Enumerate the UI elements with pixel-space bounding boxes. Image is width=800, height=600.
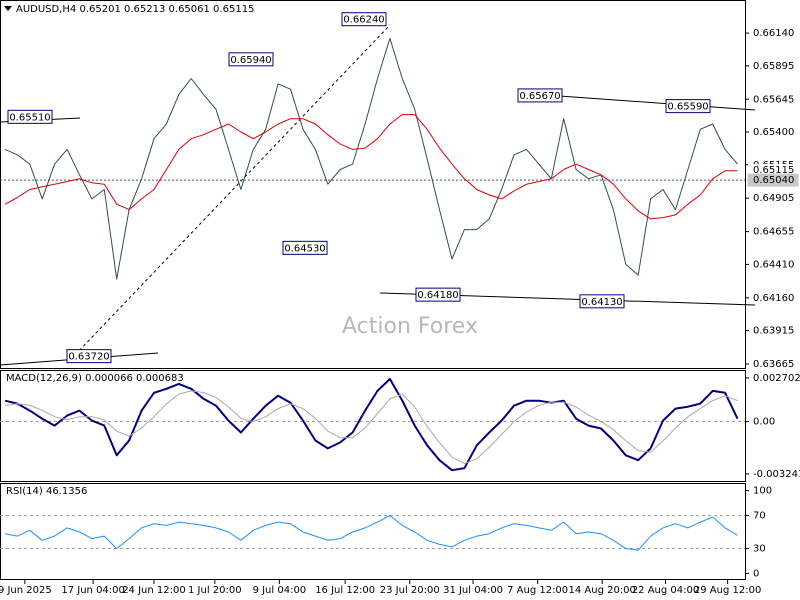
y-tick-label: 0.65400 xyxy=(753,127,794,138)
x-tick-label: 16 Jul 12:00 xyxy=(315,585,375,596)
x-tick-label: 14 Aug 20:00 xyxy=(568,585,635,596)
y-tick-label: 0.63665 xyxy=(753,359,794,370)
annotation-label: 0.65670 xyxy=(519,91,560,102)
annotation-label: 0.63720 xyxy=(68,352,109,363)
y-tick-label: 30 xyxy=(753,544,766,555)
y-tick-label: 0.65645 xyxy=(753,94,794,105)
y-tick-label: -0.003241 xyxy=(753,469,800,480)
x-tick-label: 9 Jul 04:00 xyxy=(253,585,307,596)
x-tick-label: 9 Jun 2025 xyxy=(0,585,52,596)
y-tick-label: 0.64905 xyxy=(753,193,794,204)
x-tick-label: 31 Jul 04:00 xyxy=(443,585,503,596)
annotation-box xyxy=(228,52,274,67)
macd-title: MACD(12,26,9) 0.000066 0.000683 xyxy=(6,373,184,384)
series-line xyxy=(4,114,738,220)
series-line xyxy=(4,514,738,551)
y-tick-label: 0.66140 xyxy=(753,28,794,39)
annotation-label: 0.65510 xyxy=(9,112,50,123)
price-marker-label: 0.65115 xyxy=(753,165,794,176)
annotation-label: 0.64180 xyxy=(417,290,458,301)
watermark: Action Forex xyxy=(342,314,478,339)
y-tick-label: 0.64655 xyxy=(753,227,794,238)
y-tick-label: 0.00 xyxy=(753,417,775,428)
price-marker-label: 0.65040 xyxy=(753,175,794,186)
trend-line xyxy=(74,24,391,356)
y-tick-label: 0.63915 xyxy=(753,326,794,337)
annotation-label: 0.66240 xyxy=(343,15,384,26)
annotation-box xyxy=(415,287,461,302)
x-tick-label: 23 Jul 20:00 xyxy=(380,585,440,596)
x-tick-label: 22 Aug 04:00 xyxy=(632,585,699,596)
series-line xyxy=(4,37,738,280)
annotation-box xyxy=(579,294,625,309)
annotation-box xyxy=(7,109,53,124)
y-tick-label: 0.002702 xyxy=(753,373,800,384)
x-tick-label: 17 Jun 04:00 xyxy=(61,585,125,596)
price-panel xyxy=(0,0,746,369)
y-tick-label: 70 xyxy=(753,510,766,521)
y-tick-label: 100 xyxy=(753,486,772,497)
annotation-label: 0.64530 xyxy=(284,243,325,254)
annotation-label: 0.64130 xyxy=(581,297,622,308)
annotation-box xyxy=(517,88,563,103)
price-marker-box xyxy=(748,164,798,177)
rsi-title: RSI(14) 46.1356 xyxy=(6,486,87,497)
rsi-panel xyxy=(0,483,746,580)
annotation-box xyxy=(341,12,387,27)
panel-frames xyxy=(0,0,746,580)
x-tick-label: 7 Aug 12:00 xyxy=(507,585,568,596)
price-marker-box xyxy=(747,173,799,187)
y-tick-label: 0.64160 xyxy=(753,293,794,304)
annotation-box xyxy=(66,349,112,364)
series-line xyxy=(4,377,739,472)
macd-panel xyxy=(0,370,746,482)
y-tick-label: 0 xyxy=(753,568,759,579)
y-tick-label: 0.64410 xyxy=(753,259,794,270)
x-tick-label: 1 Jul 20:00 xyxy=(188,585,242,596)
x-tick-label: 29 Aug 12:00 xyxy=(694,585,761,596)
annotation-label: 0.65590 xyxy=(667,102,708,113)
series-line xyxy=(4,390,738,465)
annotation-label: 0.65940 xyxy=(230,55,271,66)
annotation-box xyxy=(282,240,328,255)
menu-arrow xyxy=(4,6,12,11)
y-tick-label: 0.65895 xyxy=(753,61,794,72)
price-title: AUDUSD,H4 0.65201 0.65213 0.65061 0.6511… xyxy=(16,4,254,15)
annotation-box xyxy=(665,99,711,114)
x-tick-label: 24 Jun 12:00 xyxy=(122,585,186,596)
